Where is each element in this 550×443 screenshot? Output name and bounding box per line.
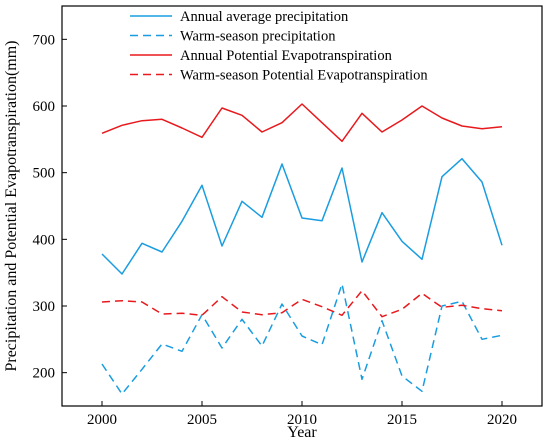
axis-ticks xyxy=(62,38,503,406)
series-line-1 xyxy=(101,157,503,275)
legend-label: Annual average precipitation xyxy=(180,9,349,25)
x-tick-label: 2015 xyxy=(387,412,417,428)
y-tick-label: 500 xyxy=(33,166,56,182)
series-line-3 xyxy=(101,103,503,143)
y-tick-labels: 200 300 400 500 600 700 xyxy=(33,32,56,381)
legend: Annual average precipitation Warm-season … xyxy=(130,9,428,84)
x-tick-label: 2020 xyxy=(487,412,517,428)
y-tick-label: 400 xyxy=(33,232,56,248)
series-lines xyxy=(101,103,503,395)
plot-frame xyxy=(61,5,543,407)
x-tick-label: 2010 xyxy=(287,412,317,428)
x-tick-labels: 2000 2005 2010 2015 2020 xyxy=(87,412,517,428)
legend-label: Warm-season Potential Evapotranspiration xyxy=(180,68,428,84)
series-line-4 xyxy=(101,289,503,318)
x-tick-label: 2005 xyxy=(187,412,217,428)
legend-label: Annual Potential Evapotranspiration xyxy=(180,48,393,64)
series-line-2 xyxy=(101,283,503,395)
x-tick-label: 2000 xyxy=(87,412,117,428)
y-tick-label: 200 xyxy=(33,366,56,382)
y-tick-label: 600 xyxy=(33,99,56,115)
y-tick-label: 700 xyxy=(33,32,56,48)
legend-label: Warm-season precipitation xyxy=(180,29,336,45)
y-axis-label: Precipitation and Potential Evapotranspi… xyxy=(3,40,20,371)
x-axis-label: Year xyxy=(287,424,317,441)
y-tick-label: 300 xyxy=(33,299,56,315)
